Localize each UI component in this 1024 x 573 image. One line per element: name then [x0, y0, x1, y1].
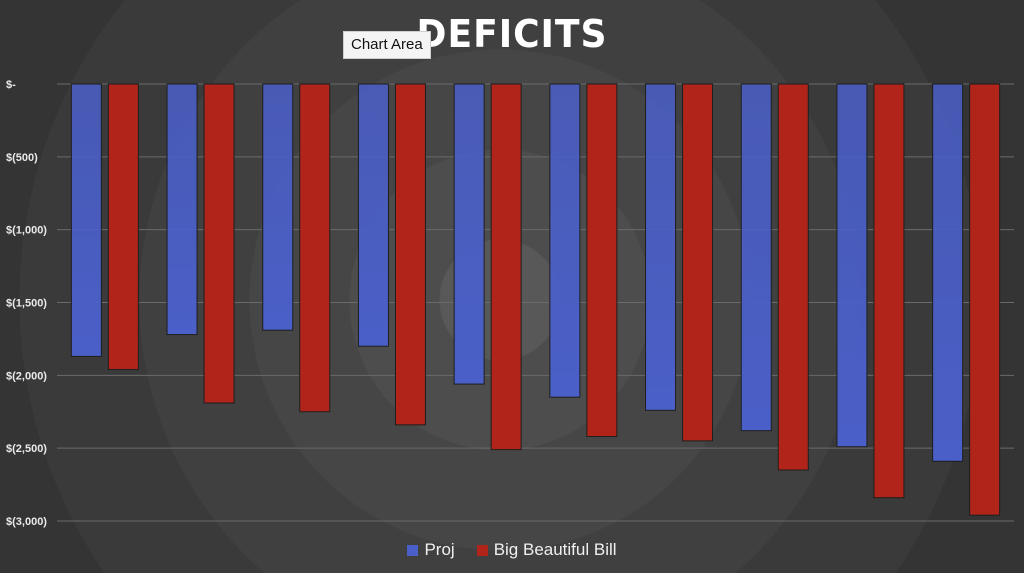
- legend-label-big-beautiful-bill: Big Beautiful Bill: [493, 540, 617, 559]
- legend-item-big-beautiful-bill[interactable]: Big Beautiful Bill: [476, 540, 617, 560]
- bar-big-beautiful-bill-6[interactable]: [586, 83, 618, 438]
- bar-big-beautiful-bill-3[interactable]: [299, 83, 331, 413]
- bar-big-beautiful-bill-10[interactable]: [969, 83, 1001, 516]
- bar-big-beautiful-bill-7[interactable]: [682, 83, 714, 442]
- y-tick-label: $-: [6, 79, 16, 91]
- bar-big-beautiful-bill-8[interactable]: [777, 83, 809, 471]
- bar-proj-2[interactable]: [166, 83, 198, 336]
- chart-area-tooltip: Chart Area: [343, 31, 431, 59]
- bar-big-beautiful-bill-1[interactable]: [107, 83, 139, 371]
- y-tick-label: $(1,000): [6, 225, 47, 237]
- legend[interactable]: Proj Big Beautiful Bill: [0, 540, 1024, 560]
- bar-proj-5[interactable]: [453, 83, 485, 385]
- bar-big-beautiful-bill-4[interactable]: [394, 83, 426, 426]
- bar-proj-4[interactable]: [357, 83, 389, 347]
- y-tick-label: $(500): [6, 152, 38, 164]
- bar-proj-8[interactable]: [740, 83, 772, 432]
- y-tick-label: $(2,000): [6, 370, 47, 382]
- chart-title: DEFICITS: [416, 12, 608, 56]
- bar-proj-7[interactable]: [645, 83, 677, 411]
- bar-proj-1[interactable]: [70, 83, 102, 357]
- legend-label-proj: Proj: [424, 540, 455, 559]
- bar-proj-10[interactable]: [932, 83, 964, 462]
- bar-proj-3[interactable]: [262, 83, 294, 331]
- bar-big-beautiful-bill-9[interactable]: [873, 83, 905, 499]
- y-tick-label: $(1,500): [6, 298, 47, 310]
- legend-item-proj[interactable]: Proj: [407, 540, 455, 560]
- y-tick-label: $(3,000): [6, 516, 47, 528]
- bar-big-beautiful-bill-5[interactable]: [490, 83, 522, 451]
- bar-proj-6[interactable]: [549, 83, 581, 398]
- bar-proj-9[interactable]: [836, 83, 868, 448]
- bar-big-beautiful-bill-2[interactable]: [203, 83, 235, 404]
- y-tick-label: $(2,500): [6, 443, 47, 455]
- legend-swatch-big-beautiful-bill: [476, 544, 488, 556]
- legend-swatch-proj: [407, 544, 419, 556]
